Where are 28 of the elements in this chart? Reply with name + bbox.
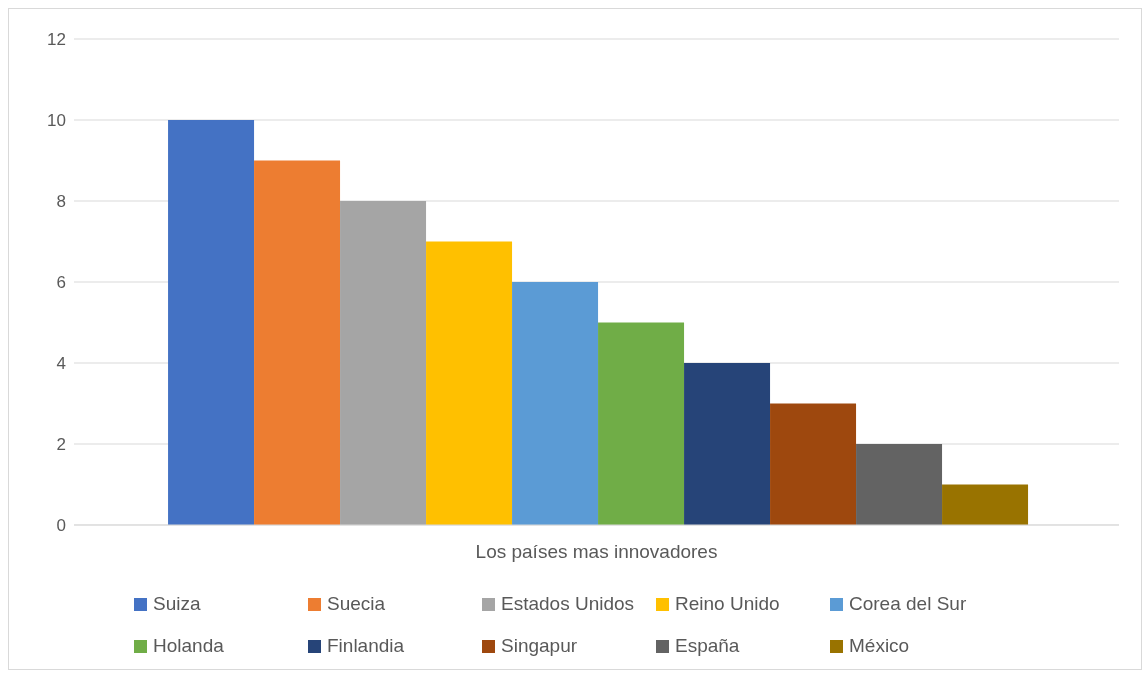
y-tick-label: 4 <box>56 354 66 374</box>
legend-label: Singapur <box>501 635 578 657</box>
legend-label: Finlandia <box>327 635 405 657</box>
bar <box>856 444 943 525</box>
bar <box>426 241 513 525</box>
bar <box>770 403 857 525</box>
bar <box>942 484 1029 525</box>
y-tick-label: 2 <box>56 435 66 455</box>
legend-label: México <box>849 635 910 657</box>
legend-label: España <box>675 635 740 657</box>
legend-label: Suecia <box>327 593 386 615</box>
bar <box>512 282 599 525</box>
y-tick-label: 10 <box>47 111 66 131</box>
y-tick-label: 8 <box>56 192 66 212</box>
legend-label: Holanda <box>153 635 224 657</box>
bar <box>684 363 771 525</box>
legend-label: Suiza <box>153 593 201 615</box>
legend-label: Reino Unido <box>675 593 780 615</box>
bar <box>168 120 255 525</box>
y-tick-label: 6 <box>56 273 66 293</box>
bar <box>598 322 685 525</box>
legend-label: Estados Unidos <box>501 593 635 615</box>
legend-label: Corea del Sur <box>849 593 967 615</box>
bar <box>254 160 341 525</box>
y-tick-label: 0 <box>56 516 66 536</box>
x-tick-label: Los países mas innovadores <box>475 541 718 563</box>
bar <box>340 201 427 525</box>
y-tick-label: 12 <box>47 30 66 50</box>
